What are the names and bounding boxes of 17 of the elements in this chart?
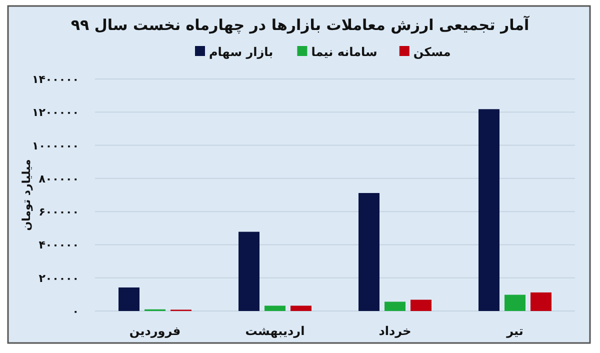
ytick: ۱۰۰۰۰۰۰ <box>32 139 79 152</box>
legend: مسکن <box>413 45 451 59</box>
legend: سامانه نیما <box>311 45 378 59</box>
legend: بازار سهام <box>209 45 274 59</box>
ytick: ۴۰۰۰۰۰ <box>38 238 79 252</box>
xtick: خرداد <box>378 324 412 338</box>
ytick: ۱۴۰۰۰۰۰ <box>32 73 79 86</box>
ytick: ۰ <box>72 305 79 318</box>
ytick: ۸۰۰۰۰۰ <box>38 172 79 186</box>
xtick: اردیبهشت <box>245 324 305 338</box>
ytick: ۱۲۰۰۰۰۰ <box>32 106 79 120</box>
title: آمار تجمیعی ارزش معاملات بازارها در چهارماه نخست سال ۹۹ <box>70 16 530 34</box>
xtick: فروردین <box>129 324 181 338</box>
ytick: ۶۰۰۰۰۰ <box>38 206 79 219</box>
ylabel: میلیارد تومان <box>20 159 33 231</box>
ytick: ۲۰۰۰۰۰ <box>38 272 79 285</box>
xtick: تیر <box>506 324 524 338</box>
